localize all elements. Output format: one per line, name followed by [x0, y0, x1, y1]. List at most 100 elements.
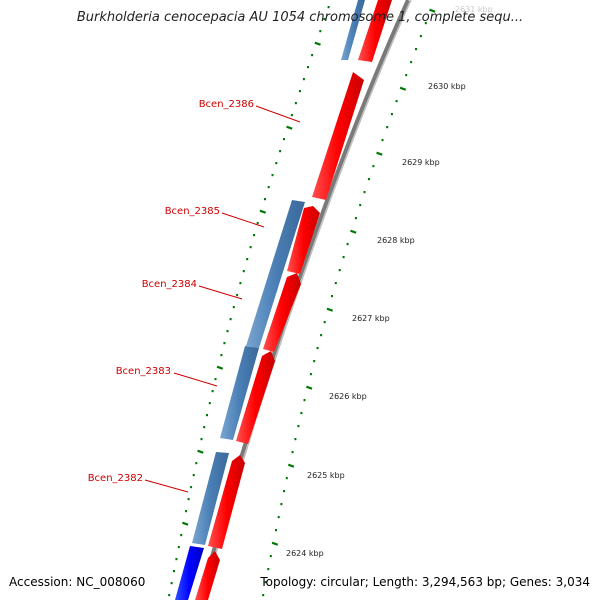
minor-tick	[390, 113, 393, 116]
minor-tick	[372, 165, 375, 168]
inner-minor-tick	[195, 462, 198, 465]
minor-tick	[395, 100, 398, 103]
minor-tick	[424, 22, 427, 25]
inner-minor-tick	[200, 438, 203, 441]
tick-label: 2624 kbp	[286, 549, 324, 558]
forward-gene[interactable]	[236, 351, 275, 444]
major-tick	[326, 307, 333, 312]
minor-tick	[283, 490, 286, 493]
inner-minor-tick	[249, 246, 252, 249]
minor-tick	[363, 191, 366, 194]
inner-minor-tick	[256, 222, 259, 225]
major-tick	[429, 8, 436, 13]
tick-labels: 2631 kbp 2630 kbp 2629 kbp 2628 kbp 2627…	[286, 5, 493, 558]
minor-tick	[303, 399, 306, 402]
inner-major-tick	[182, 521, 189, 526]
inner-minor-tick	[180, 534, 183, 537]
inner-minor-tick	[253, 234, 256, 237]
minor-tick	[309, 373, 312, 376]
inner-minor-tick	[168, 594, 171, 597]
minor-tick	[297, 425, 300, 428]
major-tick	[287, 463, 295, 468]
reverse-gene-highlight[interactable]	[175, 546, 204, 600]
reverse-gene[interactable]	[192, 452, 229, 545]
inner-minor-tick	[175, 558, 178, 561]
minor-tick	[331, 295, 333, 298]
inner-major-tick	[197, 449, 204, 454]
inner-minor-tick	[226, 330, 229, 333]
gene-label[interactable]: Bcen_2382	[88, 473, 143, 484]
inner-minor-tick	[294, 102, 297, 105]
inner-minor-tick	[246, 258, 249, 261]
inner-major-tick	[286, 125, 293, 130]
forward-gene[interactable]	[287, 206, 320, 274]
minor-tick	[277, 516, 280, 519]
forward-gene[interactable]	[208, 455, 245, 549]
inner-minor-tick	[267, 186, 270, 189]
tick-label: 2627 kbp	[352, 314, 390, 323]
minor-tick	[354, 217, 357, 220]
inner-minor-tick	[214, 378, 217, 381]
minor-tick	[334, 282, 337, 285]
inner-minor-tick	[211, 390, 214, 393]
inner-minor-tick	[283, 138, 285, 141]
inner-minor-tick	[323, 18, 326, 21]
minor-tick	[269, 555, 272, 558]
minor-tick	[386, 126, 389, 129]
inner-minor-tick	[173, 570, 175, 573]
gene-label[interactable]: Bcen_2385	[165, 206, 220, 217]
tick-label: 2626 kbp	[329, 392, 367, 401]
minor-tick	[267, 568, 270, 571]
minor-tick	[323, 321, 326, 324]
inner-minor-tick	[290, 114, 293, 117]
reverse-gene[interactable]	[220, 346, 259, 440]
major-tick	[376, 151, 383, 156]
inner-minor-tick	[327, 6, 330, 9]
inner-minor-tick	[236, 294, 239, 297]
minor-tick	[381, 139, 384, 142]
gene-label[interactable]: Bcen_2386	[199, 99, 254, 110]
inner-minor-tick	[187, 498, 190, 501]
minor-tick	[316, 347, 319, 350]
major-tick	[350, 229, 357, 234]
inner-minor-tick	[203, 426, 206, 429]
gene-label[interactable]: Bcen_2384	[142, 279, 197, 290]
tick-label: 2629 kbp	[402, 158, 440, 167]
inner-dotted-track	[168, 6, 330, 597]
forward-gene[interactable]	[263, 273, 301, 352]
inner-minor-tick	[271, 174, 274, 177]
inner-minor-tick	[275, 162, 278, 165]
tick-label: 2630 kbp	[428, 82, 466, 91]
forward-gene[interactable]	[195, 551, 220, 600]
minor-tick	[320, 334, 323, 337]
tick-label: 2631 kbp	[455, 5, 493, 14]
inner-minor-tick	[302, 78, 305, 81]
inner-minor-tick	[239, 282, 242, 285]
minor-tick	[280, 503, 283, 506]
inner-minor-tick	[298, 90, 301, 93]
forward-gene[interactable]	[358, 0, 392, 62]
position-tick-track	[262, 8, 436, 597]
inner-minor-tick	[229, 318, 232, 321]
minor-tick	[415, 48, 417, 51]
inner-minor-tick	[232, 306, 235, 309]
inner-major-tick	[259, 209, 266, 214]
forward-gene[interactable]	[312, 72, 364, 200]
reverse-gene[interactable]	[246, 200, 305, 348]
genome-backbone-shadow	[202, 0, 412, 600]
accession-label: Accession: NC_008060	[9, 575, 146, 589]
inner-minor-tick	[170, 582, 173, 585]
gene-label[interactable]: Bcen_2383	[116, 366, 171, 377]
tick-label: 2628 kbp	[377, 236, 415, 245]
inner-minor-tick	[307, 66, 309, 69]
minor-tick	[285, 477, 288, 480]
inner-minor-tick	[190, 486, 193, 489]
minor-tick	[367, 178, 370, 181]
reverse-gene[interactable]	[341, 0, 365, 60]
minor-tick	[419, 35, 422, 38]
major-tick	[399, 86, 407, 91]
minor-tick	[262, 594, 265, 597]
minor-tick	[359, 204, 362, 207]
inner-minor-tick	[264, 198, 266, 201]
